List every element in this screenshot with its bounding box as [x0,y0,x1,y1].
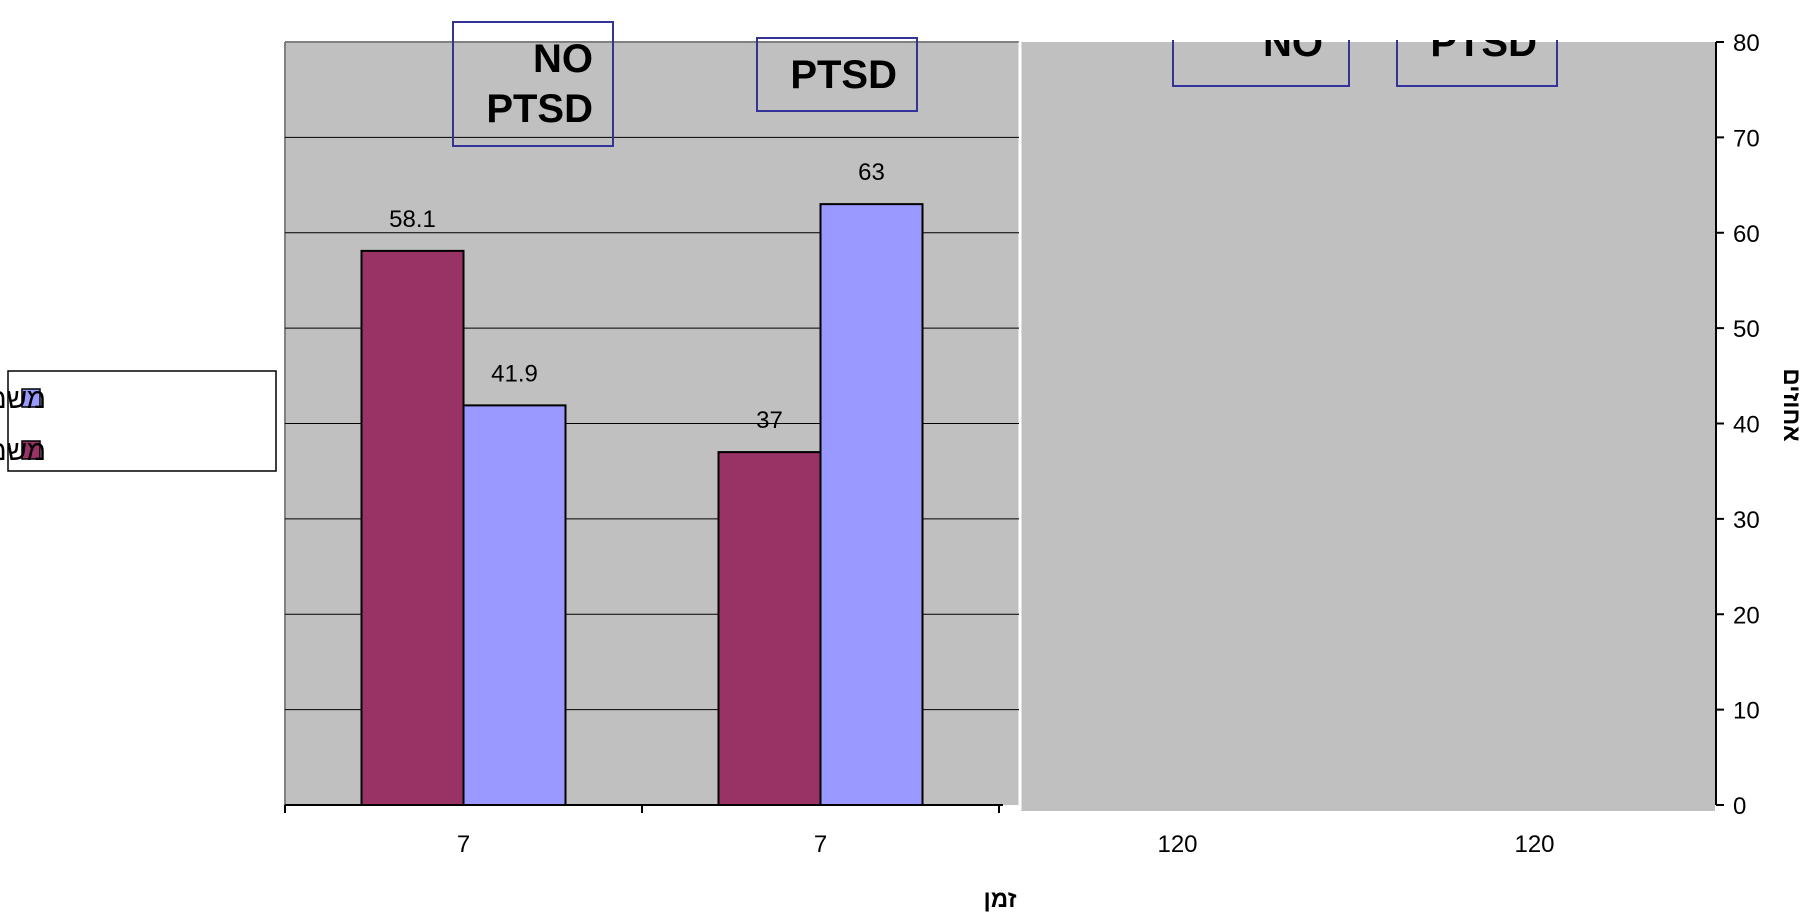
y-tick-label: 80 [1733,30,1760,57]
y-tick-label: 40 [1733,412,1760,439]
x-tick-label: 120 [1157,831,1197,858]
y-tick-label: 60 [1733,221,1760,248]
data-label: 37 [756,407,783,434]
bar [717,451,822,806]
legend-label: משמעות כוללת [0,383,46,414]
bar [819,203,924,806]
x-axis-ticks: 7 7 120 120 [284,805,1555,858]
y-tick-label: 50 [1733,316,1760,343]
bars [360,203,924,806]
bar [360,249,465,806]
plot-area-right [1021,42,1715,811]
group-label: PTSD [486,87,593,131]
group-label: NO [533,37,593,81]
y-tick-label: 70 [1733,125,1760,152]
data-label: 58.1 [389,206,436,233]
legend: משמעות כוללת משמעות ספציפית [0,370,277,472]
x-tick-label: 7 [457,831,470,858]
group-label: PTSD [790,53,897,97]
legend-box [7,370,277,472]
y-tick-label: 10 [1733,698,1760,725]
data-labels: 58.1 37 41.9 63 [389,159,885,434]
legend-swatch [21,388,41,408]
y-tick-label: 0 [1733,793,1746,820]
y-axis-ticks: 0 10 20 30 40 50 60 70 80 [1716,30,1760,820]
x-tick-label: 120 [1514,831,1554,858]
data-label: 41.9 [491,360,538,387]
legend-swatch [21,440,41,460]
group-label-box [452,21,614,147]
x-tick-label: 7 [814,831,827,858]
y-axis-title: אחוזים [1778,368,1805,441]
x-axis-title: זמן [984,886,1017,913]
y-tick-label: 20 [1733,602,1760,629]
legend-label: משמעות ספציפית [0,435,46,466]
bar [462,404,567,806]
top-mask [1160,0,1760,40]
data-label: 63 [858,159,885,186]
group-label-box [756,37,918,112]
y-tick-label: 30 [1733,507,1760,534]
